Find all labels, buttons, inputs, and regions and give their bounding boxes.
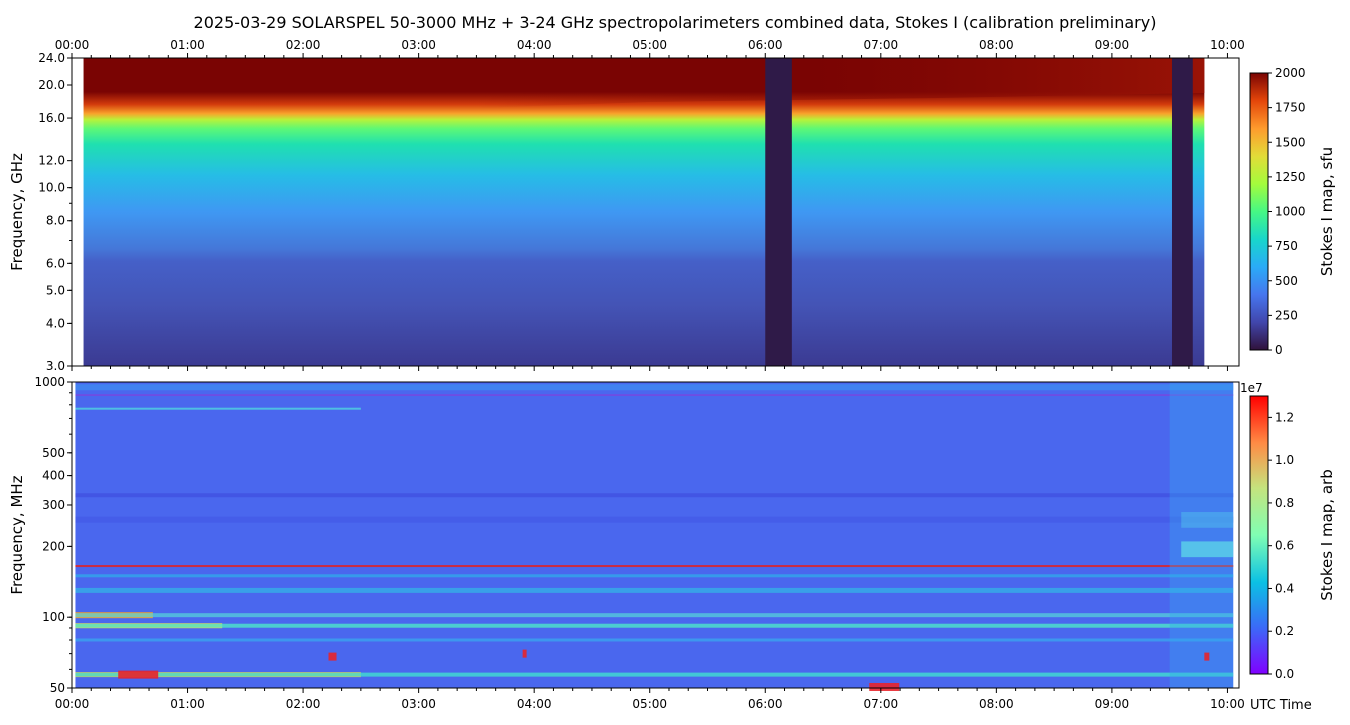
x-tick-label-top: 00:00 — [55, 38, 90, 52]
colorbar-tick-label: 2000 — [1275, 66, 1306, 80]
y-tick-label: 400 — [42, 469, 65, 483]
burst-1 — [328, 652, 337, 661]
x-tick-label: 03:00 — [401, 697, 436, 711]
x-tick-label-top: 07:00 — [864, 38, 899, 52]
x-tick-label: 06:00 — [748, 697, 783, 711]
colorbar — [1249, 395, 1269, 675]
y-tick-label: 300 — [42, 498, 65, 512]
colorbar-tick-label: 0.8 — [1275, 496, 1294, 510]
colorbar-label: Stokes I map, sfu — [1318, 147, 1336, 276]
x-tick-label: 09:00 — [1095, 697, 1130, 711]
colorbar-exponent: 1e7 — [1240, 381, 1263, 395]
y-tick-label: 8.0 — [46, 214, 65, 228]
x-tick-label-top: 02:00 — [286, 38, 321, 52]
colorbar-tick-label: 1750 — [1275, 101, 1306, 115]
plot-frame — [71, 57, 1240, 367]
x-tick-label-top: 10:00 — [1210, 38, 1245, 52]
x-tick-label: 00:00 — [55, 697, 90, 711]
lower-panel: 00:00 01:00 02:00 03:00 04:00 05:00 06:00 07:00… — [8, 375, 1336, 711]
spectral-band-5 — [75, 516, 1234, 523]
x-tick-label-top: 06:00 — [748, 38, 783, 52]
spectral-band-13 — [75, 638, 1234, 642]
data-gap-1 — [765, 58, 792, 366]
y-tick-label: 10.0 — [38, 181, 65, 195]
x-tick-label-top: 09:00 — [1095, 38, 1130, 52]
y-axis-label: Frequency, GHz — [8, 153, 26, 271]
colorbar-tick-label: 1250 — [1275, 170, 1306, 184]
y-tick-label: 20.0 — [38, 78, 65, 92]
late-band-200 — [1181, 541, 1234, 558]
y-tick-label: 50 — [50, 681, 65, 695]
colorbar-tick-label: 500 — [1275, 274, 1298, 288]
spectral-band-6 — [75, 565, 1234, 568]
colorbar-tick-label: 0.6 — [1275, 539, 1294, 553]
spectral-band-15 — [75, 672, 1234, 677]
y-axis-label: Frequency, MHz — [8, 475, 26, 594]
spectral-band-4 — [75, 493, 1234, 498]
spectral-band-3 — [75, 407, 361, 410]
burst-4 — [522, 649, 527, 658]
colorbar-tick-label: 1.0 — [1275, 453, 1294, 467]
y-tick-label: 3.0 — [46, 359, 65, 373]
x-tick-label-top: 03:00 — [401, 38, 436, 52]
colorbar-tick-label: 0.0 — [1275, 667, 1294, 681]
utc-time-label: UTC Time — [1250, 698, 1312, 713]
spectral-band-10 — [75, 613, 1234, 618]
y-tick-label: 1000 — [34, 375, 65, 389]
data-gap-2 — [1171, 58, 1193, 366]
colorbar-tick-label: 250 — [1275, 308, 1298, 322]
spectral-band-1 — [75, 384, 1234, 391]
figure-title: 2025-03-29 SOLARSPEL 50-3000 MHz + 3-24 … — [194, 13, 1157, 32]
x-tick-label: 05:00 — [632, 697, 667, 711]
burst-2 — [869, 682, 900, 691]
x-tick-label: 07:00 — [864, 697, 899, 711]
colorbar — [1249, 72, 1269, 351]
colorbar-tick-label: 1500 — [1275, 135, 1306, 149]
colorbar-label: Stokes I map, arb — [1318, 469, 1336, 600]
high-flux-region — [476, 58, 1205, 108]
x-tick-label: 01:00 — [170, 697, 205, 711]
y-tick-label: 500 — [42, 446, 65, 460]
x-tick-label-top: 08:00 — [979, 38, 1014, 52]
x-tick-label: 02:00 — [286, 697, 321, 711]
x-tick-label-top: 01:00 — [170, 38, 205, 52]
colorbar-tick-label: 0 — [1275, 343, 1283, 357]
y-tick-label: 24.0 — [38, 51, 65, 65]
x-tick-label-top: 04:00 — [517, 38, 552, 52]
colorbar-tick-label: 0.2 — [1275, 624, 1294, 638]
spectral-band-7 — [75, 574, 1234, 578]
spectral-band-12 — [75, 623, 1234, 628]
late-strip — [1169, 382, 1234, 688]
x-tick-label-top: 05:00 — [632, 38, 667, 52]
y-tick-label: 200 — [42, 539, 65, 553]
burst-3 — [1204, 652, 1210, 661]
colorbar-tick-label: 0.4 — [1275, 581, 1294, 595]
colorbar-tick-label: 1000 — [1275, 205, 1306, 219]
late-band-260 — [1181, 512, 1234, 528]
y-tick-label: 5.0 — [46, 283, 65, 297]
x-tick-label: 10:00 — [1210, 697, 1245, 711]
y-tick-label: 16.0 — [38, 111, 65, 125]
y-tick-label: 6.0 — [46, 256, 65, 270]
upper-panel: 00:00 01:00 02:00 03:00 04:00 05:00 06:00 07:00… — [8, 38, 1336, 373]
plot-frame — [71, 381, 1240, 689]
y-tick-label: 100 — [42, 610, 65, 624]
spectrogram-fill — [75, 382, 1234, 688]
x-tick-label: 08:00 — [979, 697, 1014, 711]
colorbar-tick-label: 1.2 — [1275, 410, 1294, 424]
x-tick-label: 04:00 — [517, 697, 552, 711]
y-tick-label: 4.0 — [46, 316, 65, 330]
spectrogram-fill — [83, 58, 1205, 366]
burst-5 — [118, 670, 159, 679]
spectral-band-2 — [75, 394, 1234, 396]
spectral-band-8 — [75, 587, 1234, 593]
y-tick-label: 12.0 — [38, 154, 65, 168]
colorbar-tick-label: 750 — [1275, 239, 1298, 253]
